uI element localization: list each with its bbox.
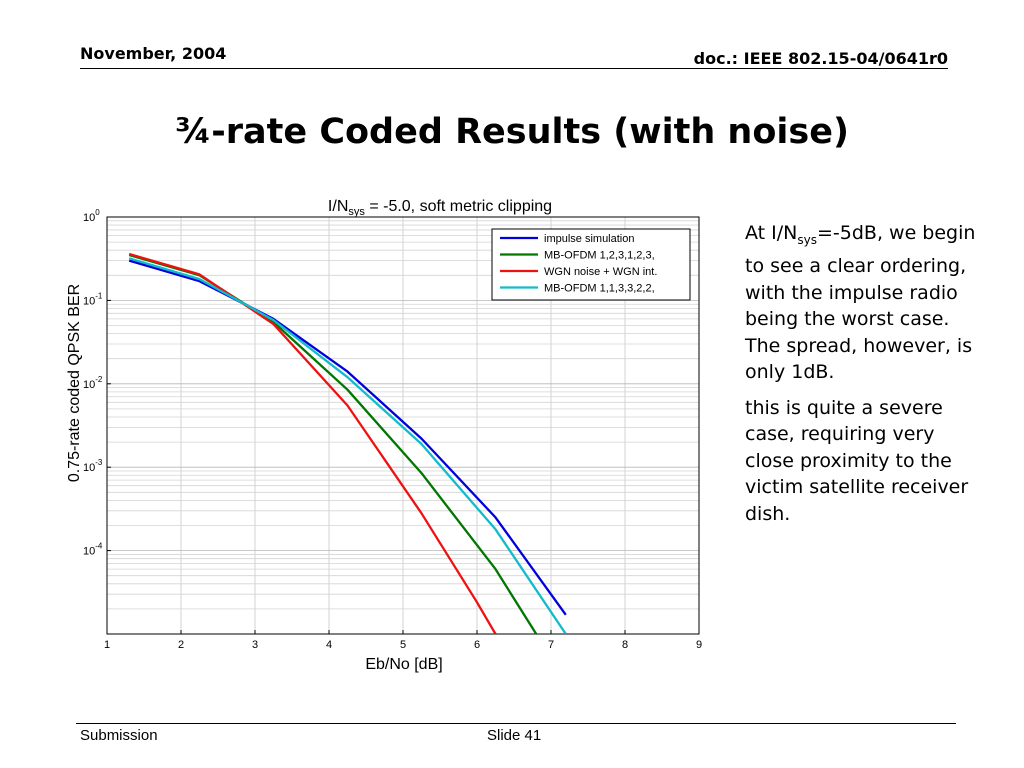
x-axis-label: Eb/No [dB] xyxy=(365,656,442,673)
y-tick-label: 100 xyxy=(83,208,100,224)
plot-area: 1 2 3 4 5 6 7 8 9 100 10-1 10-2 10-3 10-4 impulse simu… xyxy=(83,208,702,651)
x-tick-label: 1 xyxy=(104,639,110,651)
chart-title: I/Nsys = -5.0, soft metric clipping xyxy=(328,198,552,218)
x-tick-label: 9 xyxy=(696,639,702,651)
y-tick-label: 10-1 xyxy=(83,291,103,307)
y-axis-label: 0.75-rate coded QPSK BER xyxy=(66,284,83,482)
side-p1-pre: At I/N xyxy=(745,222,798,244)
y-tick-label: 10-2 xyxy=(83,375,103,391)
slide-title: ¾-rate Coded Results (with noise) xyxy=(175,112,849,152)
x-tick-label: 5 xyxy=(400,639,406,651)
series-line-4 xyxy=(128,257,567,634)
x-tick-label: 4 xyxy=(326,639,332,651)
x-tick-label: 7 xyxy=(548,639,554,651)
x-tick-label: 3 xyxy=(252,639,258,651)
chart-title-post: = -5.0, soft metric clipping xyxy=(365,198,552,215)
header-date: November, 2004 xyxy=(80,44,227,63)
side-p1-post: =-5dB, we begin to see a clear ordering,… xyxy=(745,222,976,384)
series-line-3 xyxy=(128,252,497,634)
side-paragraph-1: At I/Nsys=-5dB, we begin to see a clear … xyxy=(745,220,985,386)
header-rule xyxy=(80,68,948,69)
legend-label-4: MB-OFDM 1,1,3,3,2,2, xyxy=(544,283,655,295)
footer-rule xyxy=(76,723,956,724)
series-line-1 xyxy=(128,259,567,616)
side-notes: At I/Nsys=-5dB, we begin to see a clear … xyxy=(745,220,985,536)
side-paragraph-2: this is quite a severe case, requiring v… xyxy=(745,396,969,525)
x-tick-label: 8 xyxy=(622,639,628,651)
header-doc-id: doc.: IEEE 802.15-04/0641r0 xyxy=(693,49,948,68)
x-tick-label: 2 xyxy=(178,639,184,651)
legend-label-3: WGN noise + WGN int. xyxy=(544,266,657,278)
footer-slide-number: Slide 41 xyxy=(487,727,542,744)
side-p1-sub: sys xyxy=(797,232,817,247)
chart-title-pre: I/N xyxy=(328,198,348,215)
footer-submission: Submission xyxy=(80,727,158,744)
chart-title-sub: sys xyxy=(348,206,365,218)
y-tick-label: 10-4 xyxy=(83,542,103,558)
x-tick-label: 6 xyxy=(474,639,480,651)
legend-label-2: MB-OFDM 1,2,3,1,2,3, xyxy=(544,250,655,262)
y-tick-label: 10-3 xyxy=(83,458,103,474)
legend-label-1: impulse simulation xyxy=(544,233,634,245)
